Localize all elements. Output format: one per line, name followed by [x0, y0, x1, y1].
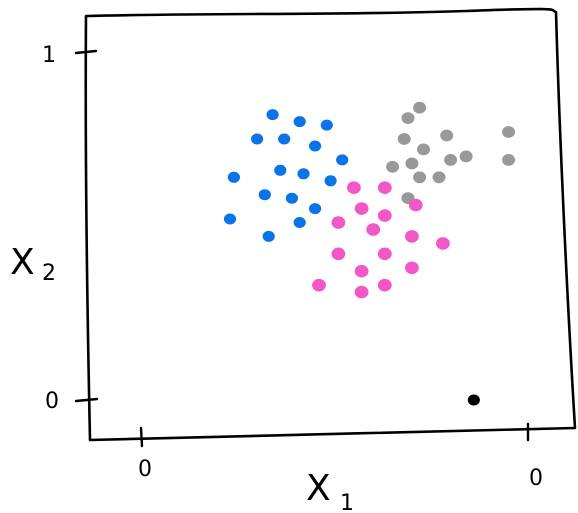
y-tick-mark-top — [74, 49, 98, 55]
pink-point — [405, 261, 419, 275]
gray-point — [386, 160, 400, 173]
x-tick-label-left: 0 — [138, 457, 152, 482]
x-tick-label-right: 0 — [529, 466, 543, 491]
blue-point — [266, 109, 279, 121]
gray-point — [401, 112, 415, 124]
x-axis-title: X — [306, 468, 331, 509]
blue-point — [336, 154, 349, 166]
pink-point — [377, 278, 392, 292]
pink-point — [331, 247, 346, 261]
y-axis-title: X — [10, 242, 35, 283]
x-axis-title-subscript: 1 — [340, 491, 354, 513]
gray-point — [440, 129, 454, 142]
pink-point — [377, 209, 392, 222]
gray-point — [459, 150, 473, 163]
gray-point — [397, 133, 411, 145]
blue-point — [297, 168, 310, 180]
blue-point — [262, 230, 275, 242]
plot-frame — [84, 7, 577, 442]
gray-point — [444, 154, 458, 166]
gray-point — [405, 157, 419, 170]
x-tick-mark-left — [139, 426, 144, 448]
pink-point — [312, 278, 326, 292]
blue-point — [278, 133, 291, 145]
gray-point — [413, 171, 427, 184]
pink-point — [377, 181, 392, 194]
blue-point — [309, 140, 322, 152]
blue-point — [274, 164, 287, 176]
gray-point — [413, 101, 427, 114]
blue-point — [223, 213, 237, 225]
pink-point — [366, 223, 381, 236]
gray-point — [417, 143, 430, 156]
blue-point — [258, 189, 271, 201]
blue-point — [320, 119, 333, 131]
gray-point — [432, 171, 446, 184]
gray-point — [502, 126, 516, 138]
y-tick-mark-bottom — [74, 397, 99, 403]
blue-point — [251, 133, 264, 145]
pink-point — [405, 230, 419, 243]
blue-point — [293, 116, 306, 128]
pink-point — [347, 181, 361, 194]
gray-point — [502, 154, 516, 166]
y-tick-label-top: 1 — [42, 43, 56, 68]
blue-point — [227, 171, 240, 183]
pink-point — [377, 247, 392, 261]
pink-point — [436, 237, 450, 250]
pink-point — [354, 264, 369, 278]
y-axis-title-subscript: 2 — [42, 261, 56, 286]
black-point — [467, 394, 480, 406]
pink-point — [331, 216, 346, 229]
blue-point — [285, 192, 298, 204]
pink-point — [354, 285, 369, 299]
blue-point — [293, 217, 306, 228]
y-tick-label-bottom: 0 — [45, 389, 59, 414]
pink-point — [408, 198, 423, 212]
data-points — [223, 101, 516, 406]
blue-point — [324, 175, 337, 187]
pink-point — [354, 202, 369, 215]
blue-point — [309, 203, 322, 215]
